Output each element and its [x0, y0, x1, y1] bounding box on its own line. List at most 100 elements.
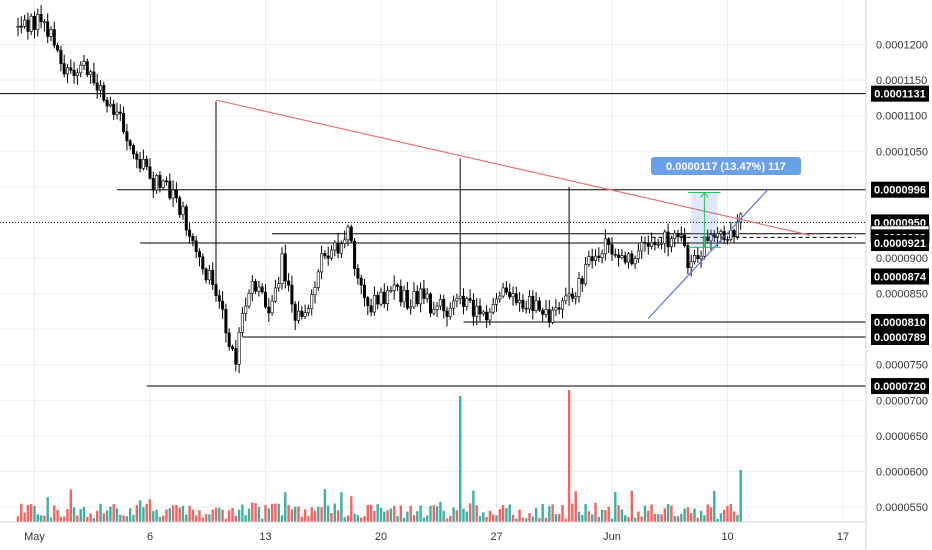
volume-bar	[191, 509, 195, 522]
volume-bar	[53, 505, 56, 522]
candle-body	[442, 299, 446, 312]
volume-bar	[690, 513, 693, 522]
volume-bar	[468, 503, 472, 522]
x-tick-label: 17	[837, 531, 849, 543]
candle-body	[333, 242, 337, 251]
volume-bar	[538, 517, 541, 522]
volume-bar	[366, 504, 369, 522]
candle-body	[461, 295, 465, 307]
candle-body	[211, 269, 215, 285]
volume-bar	[561, 505, 564, 522]
volume-bar	[369, 504, 373, 522]
volume-bar	[280, 515, 284, 522]
candle-body	[72, 69, 76, 76]
candle-body	[155, 175, 159, 191]
candle-body	[75, 72, 79, 76]
volume-bar	[181, 505, 185, 522]
volume-bar	[142, 507, 145, 522]
volume-bar	[297, 506, 300, 522]
candle-body	[521, 299, 525, 309]
candle-body	[171, 189, 175, 199]
drawings[interactable]	[215, 99, 811, 319]
volume-bar	[729, 503, 732, 522]
volume-bar	[204, 514, 208, 522]
x-tick-label: 6	[147, 531, 153, 543]
candle-body	[323, 253, 327, 257]
candle-body	[227, 332, 231, 347]
volume-bar	[46, 497, 49, 522]
volume-bar	[630, 490, 633, 522]
candle-body	[194, 240, 198, 252]
candle-body	[633, 258, 637, 265]
volume-bar	[112, 504, 115, 522]
candle-body	[23, 19, 27, 27]
volume-bar	[244, 515, 247, 522]
volume-bar	[564, 518, 567, 522]
volume-bar	[534, 507, 538, 522]
volume-bar	[541, 503, 544, 522]
candle-body	[296, 310, 300, 321]
candle-body	[666, 231, 670, 248]
volume-bar	[376, 504, 379, 522]
volume-bar	[660, 514, 663, 522]
trendline-red[interactable]	[215, 99, 811, 236]
volume-bar	[333, 503, 336, 522]
candle-body	[181, 206, 185, 216]
volume-bar	[102, 513, 105, 522]
volume-bar	[284, 492, 287, 522]
volume-bar	[224, 518, 228, 522]
candle-body	[683, 234, 687, 247]
candle-body	[356, 268, 360, 279]
candle-body	[125, 131, 129, 142]
candle-body	[349, 226, 353, 242]
candle-body	[699, 255, 703, 259]
volume-bar	[323, 489, 327, 522]
candle-body	[508, 291, 512, 298]
volume-bar	[152, 511, 155, 522]
candle-body	[475, 305, 479, 317]
volume-bar	[270, 503, 274, 522]
volume-bar	[168, 508, 171, 522]
candle-body	[580, 278, 584, 285]
candle-body	[471, 300, 475, 317]
candle-body	[617, 254, 621, 259]
trendline-blue[interactable]	[647, 190, 768, 319]
volume-bar	[633, 517, 637, 522]
candle-body	[359, 277, 363, 286]
volume-bar	[488, 510, 492, 522]
candle-body	[603, 238, 607, 255]
candle-body	[247, 293, 251, 307]
volume-bar	[686, 507, 690, 522]
candle-body	[574, 296, 578, 299]
time-axis[interactable]: May 6 13 20 27 Jun 10 17	[24, 531, 849, 543]
volume-bar	[442, 510, 445, 522]
volume-bar	[178, 507, 181, 522]
candle-body	[541, 309, 545, 315]
volume-bar	[135, 505, 138, 522]
candle-body	[16, 25, 20, 28]
volume-bar	[49, 517, 53, 522]
candle-body	[531, 296, 535, 311]
volume-bar	[82, 506, 86, 522]
y-tick-label: 0.0000550	[876, 502, 928, 514]
volume-bar	[640, 516, 643, 522]
candle-body	[198, 251, 202, 258]
candle-body	[570, 293, 574, 299]
candle-body	[630, 253, 634, 265]
volume-bar	[650, 504, 653, 522]
candle-body	[118, 111, 122, 114]
volume-bar	[699, 510, 703, 522]
volume-bar	[234, 515, 237, 522]
volume-bar	[511, 514, 515, 522]
volume-bar	[165, 509, 168, 522]
candle-body	[237, 332, 241, 365]
candle-body	[326, 255, 330, 259]
volume-bar	[261, 518, 264, 522]
volume-bar	[571, 503, 574, 522]
volume-bar	[706, 504, 709, 522]
candle-body	[716, 233, 720, 238]
volume-bar	[409, 505, 412, 522]
volume-bar	[600, 509, 604, 522]
candle-body	[277, 283, 281, 289]
